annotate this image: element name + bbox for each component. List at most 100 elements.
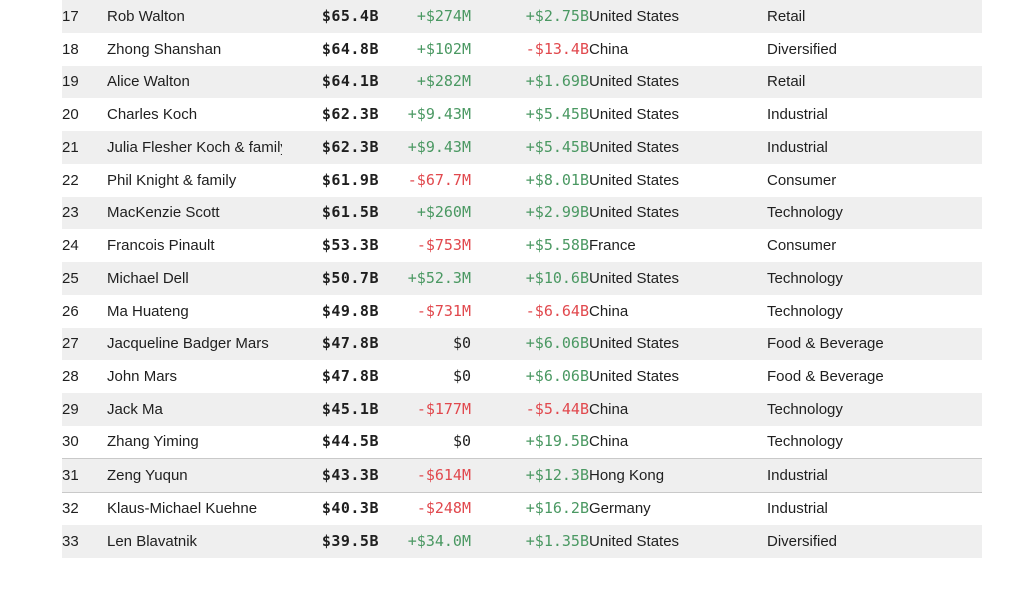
- net-worth-cell: $53.3B: [321, 236, 379, 254]
- country-cell: China: [589, 433, 629, 451]
- table-row[interactable]: 29 Jack Ma $45.1B -$177M -$5.44B China T…: [62, 393, 982, 426]
- industry-cell: Food & Beverage: [767, 368, 884, 385]
- last-change-cell: +$102M: [416, 39, 471, 58]
- table-row[interactable]: 26 Ma Huateng $49.8B -$731M -$6.64B Chin…: [62, 295, 982, 328]
- name-cell: Zeng Yuqun: [107, 458, 282, 493]
- net-worth-cell: $49.8B: [321, 301, 379, 320]
- rank-cell: 25: [62, 262, 107, 295]
- last-change-cell: +$34.0M: [379, 525, 471, 558]
- last-change-cell: +$9.43M: [407, 105, 471, 123]
- country-cell: Hong Kong: [589, 458, 767, 493]
- last-change-cell: +$260M: [379, 196, 471, 230]
- name-cell: Alice Walton: [107, 65, 282, 99]
- name-cell: Zhong Shanshan: [107, 40, 222, 58]
- net-worth-cell: $62.3B: [282, 131, 379, 164]
- last-change-cell: -$753M: [416, 236, 471, 254]
- name-cell: Rob Walton: [107, 0, 282, 33]
- name-cell: Klaus-Michael Kuehne: [107, 500, 258, 518]
- industry-cell: Consumer: [767, 171, 837, 189]
- industry-cell: Technology: [767, 302, 843, 320]
- name-cell: Ma Huateng: [107, 302, 189, 320]
- last-change-cell: +$9.43M: [379, 131, 471, 164]
- net-worth-cell: $47.8B: [282, 327, 379, 361]
- industry-cell: Industrial: [767, 131, 982, 164]
- table-row[interactable]: 19 Alice Walton $64.1B +$282M +$1.69B Un…: [62, 65, 982, 99]
- rank-cell: 27: [62, 327, 107, 361]
- table-row[interactable]: 27 Jacqueline Badger Mars $47.8B $0 +$6.…: [62, 327, 982, 361]
- net-worth-cell: $45.1B: [282, 393, 379, 426]
- table-row[interactable]: 30 Zhang Yiming $44.5B $0 +$19.5B China …: [62, 426, 982, 459]
- industry-cell: Retail: [767, 0, 982, 33]
- industry-cell: Consumer: [767, 237, 837, 254]
- name-cell: Charles Koch: [107, 106, 198, 123]
- table-row[interactable]: 21 Julia Flesher Koch & family $62.3B +$…: [62, 131, 982, 164]
- rank-cell: 22: [62, 171, 79, 189]
- industry-cell: Technology: [767, 393, 982, 426]
- name-cell: Julia Flesher Koch & family: [107, 131, 282, 164]
- last-change-cell: +$282M: [379, 65, 471, 99]
- ytd-change-cell: -$5.44B: [471, 393, 589, 426]
- name-cell: Francois Pinault: [107, 237, 215, 254]
- net-worth-cell: $47.8B: [321, 367, 379, 385]
- table-row[interactable]: 24 Francois Pinault $53.3B -$753M +$5.58…: [62, 229, 982, 262]
- name-cell: Michael Dell: [107, 262, 282, 295]
- rank-cell: 32: [62, 500, 79, 518]
- rank-cell: 21: [62, 131, 107, 164]
- country-cell: United States: [589, 131, 767, 164]
- country-cell: France: [589, 237, 636, 254]
- billionaires-table-body: 17 Rob Walton $65.4B +$274M +$2.75B Unit…: [62, 0, 982, 558]
- ytd-change-cell: -$13.4B: [525, 39, 589, 58]
- rank-cell: 28: [62, 368, 79, 385]
- rank-cell: 20: [62, 106, 79, 123]
- table-row[interactable]: 32 Klaus-Michael Kuehne $40.3B -$248M +$…: [62, 492, 982, 525]
- last-change-cell: -$614M: [379, 458, 471, 493]
- rank-cell: 23: [62, 196, 107, 230]
- net-worth-cell: $64.8B: [321, 39, 379, 58]
- last-change-cell: +$274M: [379, 0, 471, 33]
- country-cell: United States: [589, 368, 680, 385]
- table-row[interactable]: 28 John Mars $47.8B $0 +$6.06B United St…: [62, 360, 982, 393]
- ytd-change-cell: +$5.45B: [471, 131, 589, 164]
- net-worth-cell: $65.4B: [282, 0, 379, 33]
- last-change-cell: -$731M: [416, 301, 471, 320]
- last-change-cell: -$248M: [416, 499, 471, 518]
- ytd-change-cell: +$1.69B: [471, 65, 589, 99]
- table-row[interactable]: 20 Charles Koch $62.3B +$9.43M +$5.45B U…: [62, 98, 982, 131]
- country-cell: China: [589, 40, 629, 58]
- rank-cell: 24: [62, 237, 79, 254]
- industry-cell: Industrial: [767, 500, 828, 518]
- table-row[interactable]: 31 Zeng Yuqun $43.3B -$614M +$12.3B Hong…: [62, 458, 982, 493]
- table-row[interactable]: 22 Phil Knight & family $61.9B -$67.7M +…: [62, 164, 982, 197]
- table-row[interactable]: 33 Len Blavatnik $39.5B +$34.0M +$1.35B …: [62, 525, 982, 558]
- name-cell: John Mars: [107, 368, 178, 385]
- industry-cell: Technology: [767, 433, 843, 451]
- country-cell: United States: [589, 262, 767, 295]
- ytd-change-cell: +$12.3B: [471, 458, 589, 493]
- table-row[interactable]: 17 Rob Walton $65.4B +$274M +$2.75B Unit…: [62, 0, 982, 33]
- name-cell: Jacqueline Badger Mars: [107, 327, 282, 361]
- rank-cell: 31: [62, 458, 107, 493]
- last-change-cell: $0: [452, 432, 471, 451]
- industry-cell: Technology: [767, 262, 982, 295]
- industry-cell: Industrial: [767, 458, 982, 493]
- table-row[interactable]: 23 MacKenzie Scott $61.5B +$260M +$2.99B…: [62, 196, 982, 230]
- ytd-change-cell: -$6.64B: [525, 301, 589, 320]
- ytd-change-cell: +$5.45B: [525, 105, 589, 123]
- industry-cell: Diversified: [767, 525, 982, 558]
- net-worth-cell: $39.5B: [282, 525, 379, 558]
- country-cell: United States: [589, 196, 767, 230]
- country-cell: United States: [589, 106, 680, 123]
- rank-cell: 26: [62, 302, 79, 320]
- table-row[interactable]: 25 Michael Dell $50.7B +$52.3M +$10.6B U…: [62, 262, 982, 295]
- last-change-cell: $0: [452, 367, 471, 385]
- rank-cell: 18: [62, 40, 79, 58]
- table-row[interactable]: 18 Zhong Shanshan $64.8B +$102M -$13.4B …: [62, 33, 982, 66]
- ytd-change-cell: +$5.58B: [525, 236, 589, 254]
- ytd-change-cell: +$19.5B: [525, 432, 589, 451]
- country-cell: United States: [589, 171, 680, 189]
- ytd-change-cell: +$8.01B: [525, 170, 589, 189]
- last-change-cell: $0: [379, 327, 471, 361]
- net-worth-cell: $61.5B: [282, 196, 379, 230]
- rank-cell: 19: [62, 65, 107, 99]
